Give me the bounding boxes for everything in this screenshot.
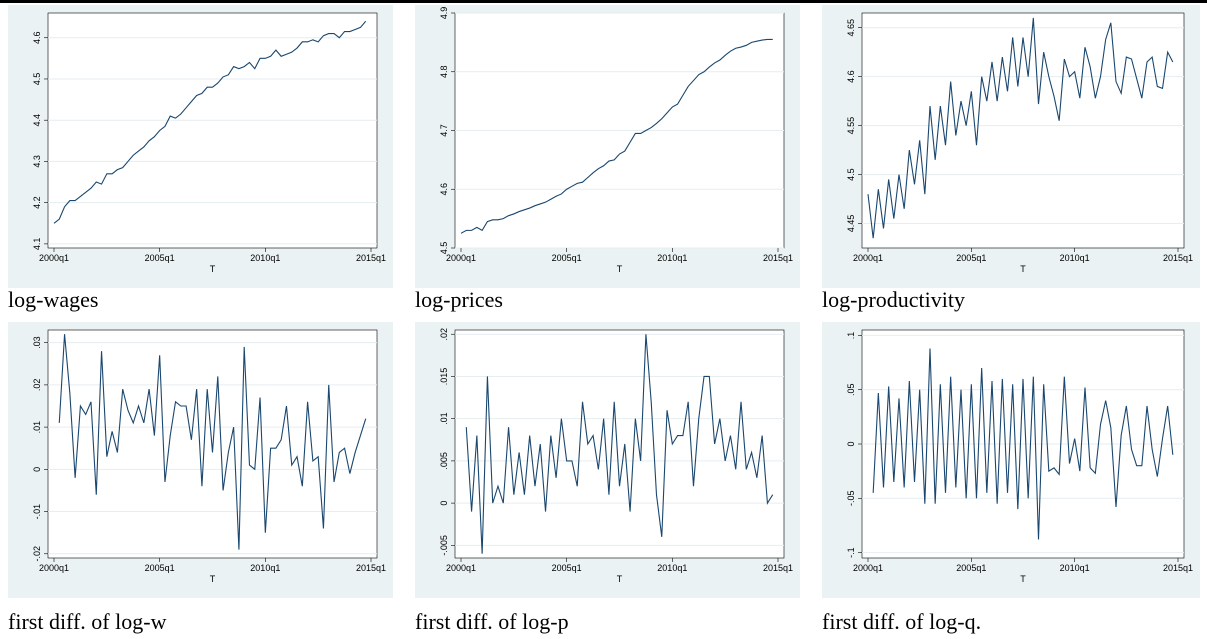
x-tick-label: 2010q1 <box>1060 563 1090 573</box>
y-tick-label: 4.5 <box>439 242 449 255</box>
x-tick-label: 2010q1 <box>657 563 687 573</box>
y-tick-label: 4.55 <box>846 117 856 135</box>
x-tick-label: 2015q1 <box>356 253 386 263</box>
panel-caption: log-productivity <box>822 287 965 312</box>
y-tick-label: 0 <box>439 501 449 506</box>
x-tick-label: 2005q1 <box>552 563 582 573</box>
y-tick-label: 4.7 <box>439 124 449 137</box>
x-axis-label: T <box>210 574 216 584</box>
y-tick-label: 4.8 <box>439 65 449 78</box>
x-tick-label: 2015q1 <box>763 253 793 263</box>
y-tick-label: 4.1 <box>32 238 42 251</box>
x-tick-label: 2000q1 <box>446 563 476 573</box>
y-tick-label: 0 <box>846 441 856 446</box>
y-tick-label: 4.6 <box>32 31 42 44</box>
y-tick-label: .1 <box>846 332 856 340</box>
plot-area <box>47 12 378 249</box>
y-tick-label: 4.9 <box>439 7 449 20</box>
y-tick-label: .015 <box>439 368 449 386</box>
panel-caption: log-prices <box>415 287 503 312</box>
y-tick-label: 0 <box>32 467 42 472</box>
x-axis-label: T <box>617 574 623 584</box>
y-tick-label: -.02 <box>32 546 42 562</box>
plot-area <box>454 329 785 559</box>
series-line <box>58 334 367 550</box>
y-tick-label: 4.2 <box>32 196 42 209</box>
y-tick-label: 4.6 <box>439 183 449 196</box>
x-axis-label: T <box>1020 574 1026 584</box>
x-tick-label: 2005q1 <box>145 253 175 263</box>
y-tick-label: .005 <box>439 452 449 470</box>
panel-caption: first diff. of log-w <box>8 609 167 634</box>
series-line <box>872 348 1174 540</box>
y-tick-label: 4.4 <box>32 114 42 127</box>
series-line <box>867 17 1174 239</box>
y-tick-label: .02 <box>439 328 449 341</box>
x-tick-label: 2000q1 <box>853 253 883 263</box>
y-tick-label: 4.5 <box>846 168 856 181</box>
series-line <box>460 38 773 234</box>
x-tick-label: 2005q1 <box>956 253 986 263</box>
x-tick-label: 2000q1 <box>853 563 883 573</box>
panel-caption: first diff. of log-p <box>415 609 569 634</box>
x-tick-label: 2015q1 <box>356 563 386 573</box>
x-tick-label: 2005q1 <box>145 563 175 573</box>
plot-area <box>47 329 378 559</box>
y-tick-label: .01 <box>32 421 42 434</box>
panel-caption: first diff. of log-q. <box>822 609 981 634</box>
y-tick-label: -.005 <box>439 535 449 556</box>
series-line <box>53 20 367 224</box>
y-tick-label: 4.6 <box>846 70 856 83</box>
x-tick-label: 2010q1 <box>250 563 280 573</box>
y-tick-label: .05 <box>846 383 856 396</box>
y-tick-label: 4.5 <box>32 73 42 86</box>
x-axis-label: T <box>1020 264 1026 274</box>
series-line <box>465 334 774 554</box>
y-tick-label: 4.65 <box>846 19 856 37</box>
plot-area <box>861 12 1185 249</box>
x-tick-label: 2000q1 <box>39 253 69 263</box>
x-tick-label: 2010q1 <box>1060 253 1090 263</box>
y-tick-label: 4.3 <box>32 155 42 168</box>
x-tick-label: 2010q1 <box>657 253 687 263</box>
y-tick-label: -.05 <box>846 491 856 507</box>
y-tick-label: -.1 <box>846 547 856 558</box>
y-tick-label: -.01 <box>32 504 42 520</box>
x-tick-label: 2000q1 <box>39 563 69 573</box>
x-tick-label: 2015q1 <box>1163 253 1193 263</box>
x-tick-label: 2015q1 <box>763 563 793 573</box>
y-tick-label: .01 <box>439 412 449 425</box>
y-tick-label: 4.45 <box>846 215 856 233</box>
top-bar <box>0 0 1207 3</box>
x-tick-label: 2015q1 <box>1163 563 1193 573</box>
x-tick-label: 2010q1 <box>250 253 280 263</box>
x-tick-label: 2000q1 <box>446 253 476 263</box>
y-tick-label: .03 <box>32 336 42 349</box>
y-tick-label: .02 <box>32 379 42 392</box>
x-tick-label: 2005q1 <box>552 253 582 263</box>
x-tick-label: 2005q1 <box>956 563 986 573</box>
panel-caption: log-wages <box>8 287 98 312</box>
x-axis-label: T <box>210 264 216 274</box>
x-axis-label: T <box>617 264 623 274</box>
